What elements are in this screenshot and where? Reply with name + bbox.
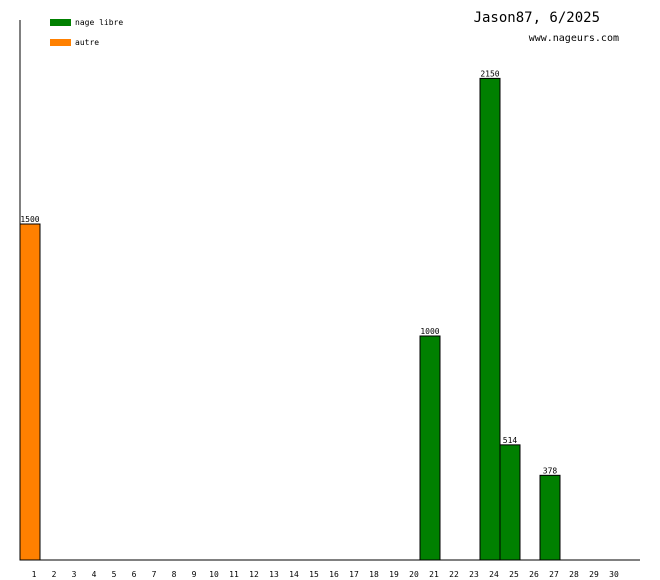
x-tick-label-28: 28 (569, 570, 579, 579)
x-tick-label-5: 5 (112, 570, 117, 579)
x-tick-label-19: 19 (389, 570, 399, 579)
x-tick-label-3: 3 (72, 570, 77, 579)
bars-group (19, 77, 561, 561)
x-tick-label-20: 20 (409, 570, 419, 579)
x-tick-label-6: 6 (132, 570, 137, 579)
legend-label-autre: autre (75, 38, 99, 47)
legend-label-nage-libre: nage libre (75, 18, 123, 27)
x-tick-label-23: 23 (469, 570, 479, 579)
value-label-25: 514 (503, 436, 518, 445)
x-tick-label-11: 11 (229, 570, 239, 579)
legend-swatch-autre (50, 39, 71, 46)
value-labels-group: 1000 2150 514 378 1500 (20, 69, 557, 475)
value-label-27: 378 (543, 466, 558, 475)
x-tick-label-24: 24 (489, 570, 499, 579)
x-tick-label-13: 13 (269, 570, 279, 579)
x-tick-label-4: 4 (92, 570, 97, 579)
x-tick-label-21: 21 (429, 570, 439, 579)
x-tick-label-16: 16 (329, 570, 339, 579)
x-tick-label-17: 17 (349, 570, 359, 579)
value-label-24: 2150 (480, 69, 499, 78)
x-tick-label-10: 10 (209, 570, 219, 579)
x-tick-label-30: 30 (609, 570, 619, 579)
x-tick-label-9: 9 (192, 570, 197, 579)
chart-title: Jason87, 6/2025 (474, 10, 600, 26)
x-tick-label-25: 25 (509, 570, 519, 579)
bar-nage-libre-25 (499, 444, 521, 561)
value-label-1: 1500 (20, 215, 39, 224)
x-tick-label-15: 15 (309, 570, 319, 579)
x-tick-label-7: 7 (152, 570, 157, 579)
bar-nage-libre-24 (479, 77, 501, 561)
x-tick-label-14: 14 (289, 570, 299, 579)
bar-nage-libre-27 (539, 474, 561, 561)
x-tick-label-12: 12 (249, 570, 259, 579)
bar-autre-1 (19, 223, 41, 561)
x-tick-label-22: 22 (449, 570, 459, 579)
bar-nage-libre-21 (419, 335, 441, 561)
x-tick-label-27: 27 (549, 570, 559, 579)
x-tick-label-18: 18 (369, 570, 379, 579)
x-tick-label-29: 29 (589, 570, 599, 579)
legend-swatch-nage-libre (50, 19, 71, 26)
legend: nage libre autre (50, 18, 123, 47)
chart-subtitle: www.nageurs.com (529, 33, 619, 44)
x-tick-label-2: 2 (52, 570, 57, 579)
value-label-21: 1000 (420, 327, 439, 336)
x-tick-label-8: 8 (172, 570, 177, 579)
x-tick-label-26: 26 (529, 570, 539, 579)
x-tick-label-1: 1 (32, 570, 37, 579)
x-tick-labels: 1 2 3 4 5 6 7 8 9 10 11 12 13 14 15 16 17 18 19 20 21 22 23 24 2… (32, 570, 619, 579)
